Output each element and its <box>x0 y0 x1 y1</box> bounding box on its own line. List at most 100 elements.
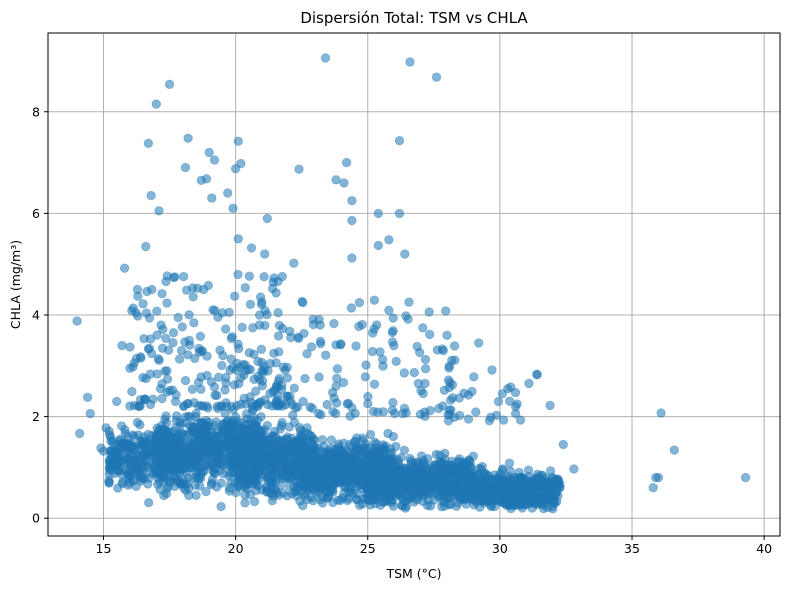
data-point <box>143 479 153 489</box>
data-point <box>180 375 191 386</box>
data-point <box>171 411 182 421</box>
data-point <box>471 407 481 417</box>
data-point <box>544 493 554 504</box>
data-point <box>437 466 447 476</box>
data-point <box>167 442 177 452</box>
data-point <box>101 423 111 433</box>
data-point <box>435 450 445 460</box>
data-point <box>273 331 284 341</box>
data-point <box>302 458 312 468</box>
data-point <box>128 441 139 451</box>
data-point <box>498 415 509 425</box>
data-point <box>369 295 380 305</box>
data-point <box>320 53 331 63</box>
data-point <box>208 305 218 315</box>
data-point <box>152 442 163 452</box>
data-point <box>229 291 240 301</box>
data-point <box>143 138 154 149</box>
y-tick-label: 4 <box>32 307 40 322</box>
data-point <box>170 423 181 433</box>
data-point <box>446 475 457 485</box>
data-point <box>295 425 306 436</box>
data-point <box>209 467 219 478</box>
data-point <box>402 469 412 479</box>
data-point <box>233 339 243 349</box>
x-tick-label: 35 <box>624 541 640 556</box>
x-tick-label: 15 <box>96 541 112 556</box>
data-point <box>347 253 357 263</box>
data-point <box>239 393 249 404</box>
data-point <box>128 475 138 485</box>
data-point <box>260 395 270 405</box>
data-point <box>177 445 187 455</box>
data-point <box>188 292 198 302</box>
data-point <box>428 473 438 483</box>
data-point <box>315 320 325 330</box>
data-point <box>418 323 428 333</box>
data-point <box>147 284 157 295</box>
data-point <box>360 372 371 382</box>
data-point <box>524 378 534 389</box>
data-point <box>235 362 245 372</box>
data-point <box>388 313 398 323</box>
data-point <box>168 338 178 348</box>
data-point <box>265 465 275 476</box>
scatter-points <box>72 53 751 514</box>
data-point <box>174 475 184 485</box>
data-point <box>505 466 516 476</box>
data-point <box>469 372 479 382</box>
data-point <box>415 347 425 358</box>
data-point <box>234 466 245 476</box>
data-point <box>165 385 175 396</box>
data-point <box>300 373 310 384</box>
data-point <box>209 155 220 165</box>
data-point <box>367 346 378 357</box>
data-point <box>400 249 410 259</box>
data-point <box>249 496 260 507</box>
data-point <box>111 396 122 407</box>
data-point <box>388 431 399 442</box>
data-point <box>342 476 352 486</box>
data-point <box>454 454 465 464</box>
data-point <box>136 353 146 363</box>
data-point <box>289 383 300 393</box>
data-point <box>74 428 85 439</box>
data-point <box>217 360 227 371</box>
data-point <box>424 307 434 317</box>
data-point <box>125 460 135 470</box>
data-point <box>109 455 120 465</box>
data-point <box>197 346 208 356</box>
data-point <box>135 457 145 467</box>
data-point <box>554 482 565 493</box>
data-point <box>316 410 326 420</box>
data-point <box>460 493 471 504</box>
data-point <box>387 337 398 347</box>
data-point <box>347 215 357 226</box>
data-point <box>551 474 561 485</box>
data-point <box>331 408 341 419</box>
data-point <box>466 472 476 483</box>
data-point <box>72 316 82 326</box>
data-point <box>399 445 410 456</box>
data-point <box>257 297 267 307</box>
data-point <box>143 498 154 508</box>
data-point <box>220 324 231 334</box>
x-tick-label: 20 <box>228 541 244 556</box>
data-point <box>448 393 458 403</box>
data-point <box>425 329 435 340</box>
data-point <box>449 412 460 423</box>
data-point <box>232 400 242 411</box>
data-point <box>400 497 411 507</box>
data-point <box>119 263 130 273</box>
data-point <box>145 369 156 379</box>
data-point <box>162 298 172 308</box>
data-point <box>328 477 338 488</box>
data-point <box>357 319 367 330</box>
data-point <box>125 401 135 411</box>
data-point <box>159 490 169 501</box>
data-point <box>421 464 431 475</box>
data-point <box>137 438 147 448</box>
data-point <box>271 288 281 298</box>
data-point <box>159 446 169 456</box>
